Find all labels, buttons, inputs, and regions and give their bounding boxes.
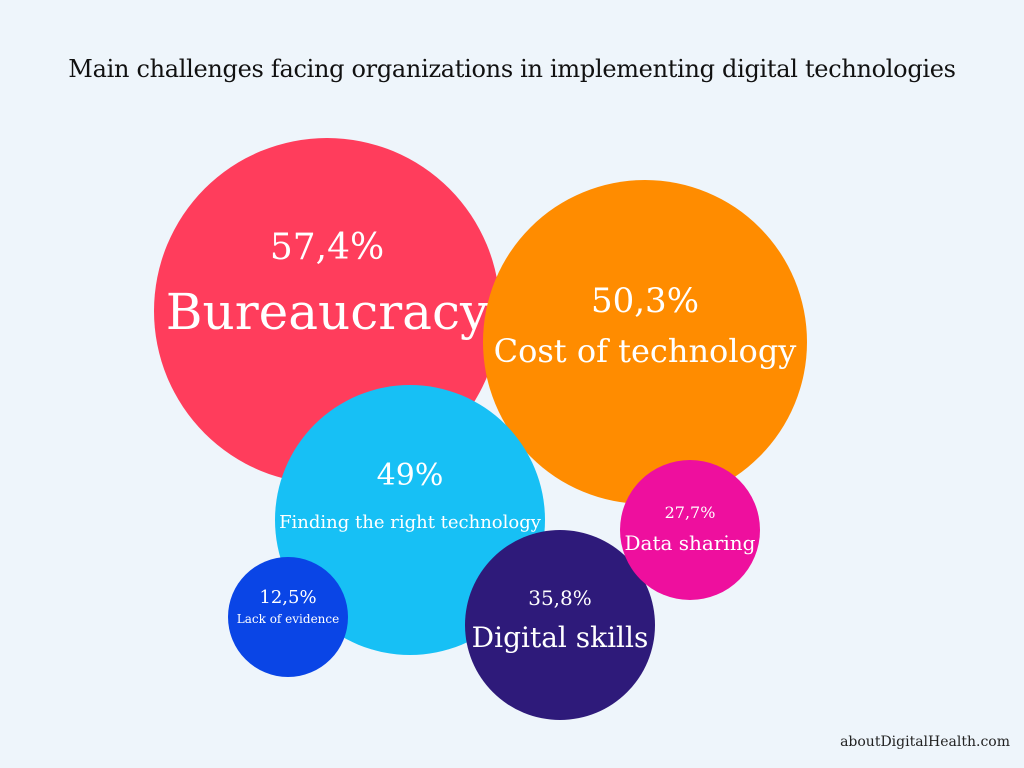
bubble-category-label: Bureaucracy bbox=[166, 283, 489, 341]
bubble-data-sharing: 27,7% Data sharing bbox=[620, 460, 760, 600]
bubble-category-label: Digital skills bbox=[472, 621, 649, 654]
bubble-circle bbox=[620, 460, 760, 600]
bubble-value-label: 50,3% bbox=[591, 281, 699, 321]
bubble-value-label: 27,7% bbox=[665, 503, 716, 522]
bubble-circle bbox=[228, 557, 348, 677]
bubble-circle bbox=[465, 530, 655, 720]
bubble-value-label: 57,4% bbox=[270, 227, 384, 268]
chart-title: Main challenges facing organizations in … bbox=[68, 55, 956, 83]
bubble-value-label: 12,5% bbox=[259, 587, 316, 608]
bubble-digital-skills: 35,8% Digital skills bbox=[465, 530, 655, 720]
bubble-circle bbox=[483, 180, 807, 504]
bubble-value-label: 49% bbox=[377, 458, 444, 493]
bubble-category-label: Lack of evidence bbox=[237, 612, 339, 626]
bubble-lack-of-evidence: 12,5% Lack of evidence bbox=[228, 557, 348, 677]
bubble-category-label: Data sharing bbox=[625, 531, 756, 555]
source-credit: aboutDigitalHealth.com bbox=[840, 734, 1010, 750]
bubble-category-label: Cost of technology bbox=[494, 332, 797, 370]
bubble-category-label: Finding the right technology bbox=[279, 512, 542, 533]
bubble-value-label: 35,8% bbox=[528, 586, 592, 610]
bubble-cost-of-technology: 50,3% Cost of technology bbox=[483, 180, 807, 504]
